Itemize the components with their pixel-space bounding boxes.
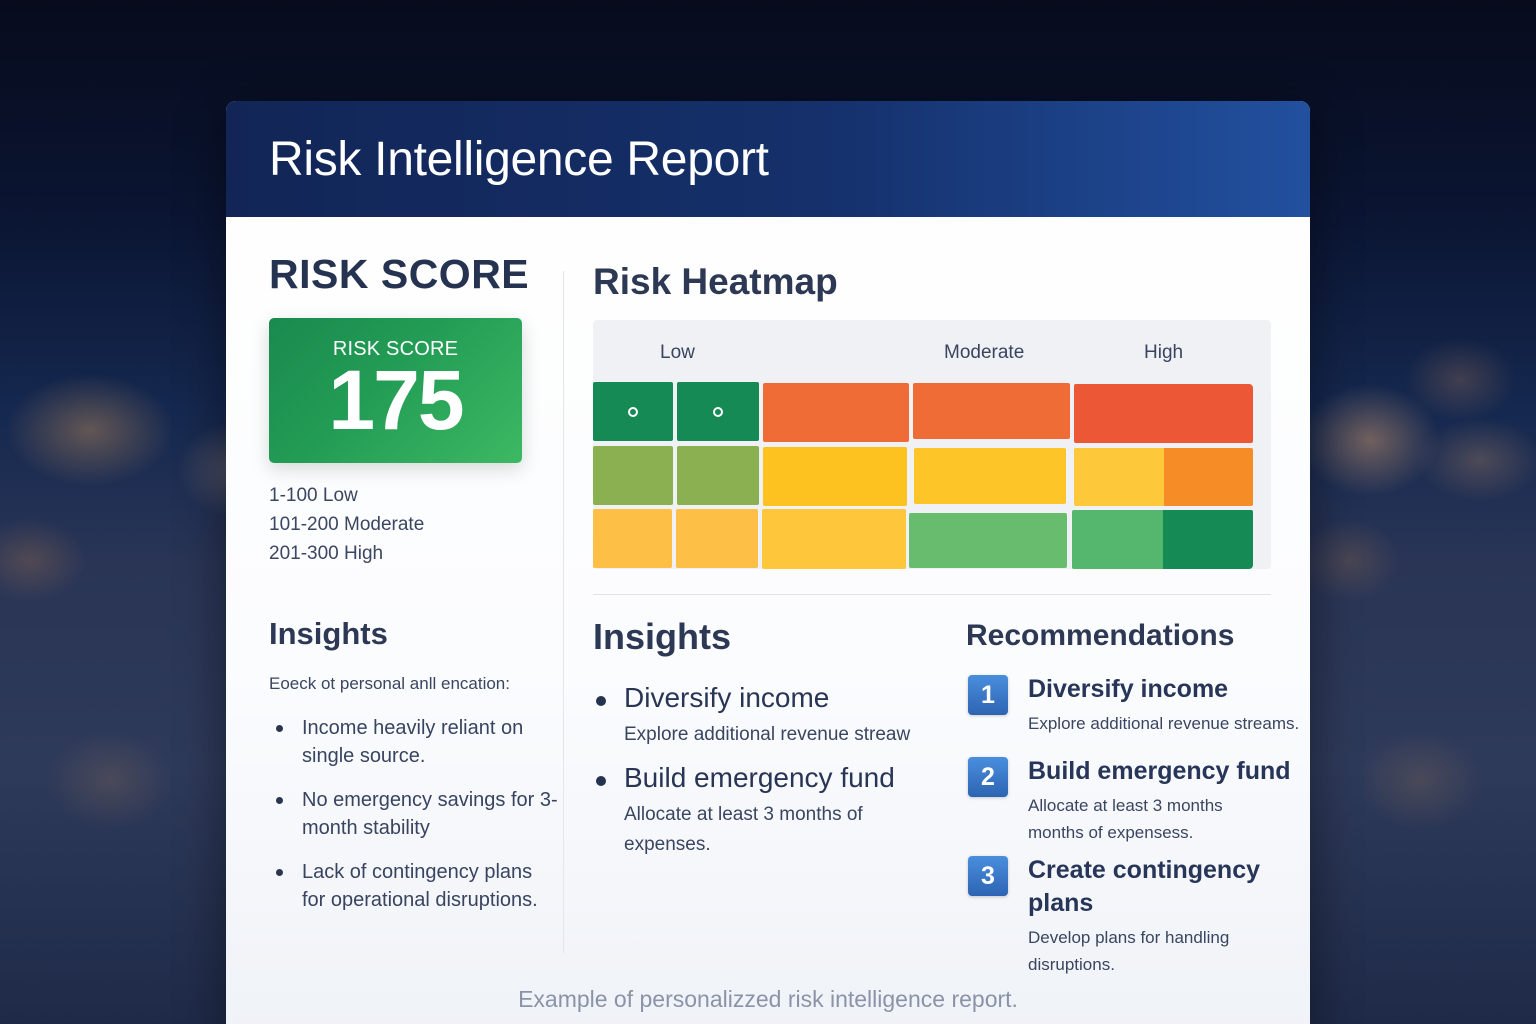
report-card: Risk Intelligence Report RISK SCORE RISK… — [226, 101, 1310, 1024]
heatmap-cell[interactable] — [1163, 510, 1253, 569]
recommendations-heading: Recommendations — [966, 619, 1235, 652]
left-insights-list: Income heavily reliant on single source.… — [269, 714, 559, 914]
left-insights-subtitle: Eoeck ot personal anll encation: — [269, 674, 510, 693]
recommendation-desc: Allocate at least 3 months months of exp… — [1028, 796, 1223, 842]
insight-title: Diversify income — [624, 682, 830, 713]
risk-heatmap-section: Risk Heatmap Low Moderate High — [593, 261, 1273, 569]
report-header: Risk Intelligence Report — [226, 101, 1310, 217]
risk-score-badge: RISK SCORE 175 — [269, 318, 522, 463]
list-item: No emergency savings for 3-month stabili… — [269, 786, 559, 842]
list-item: Lack of contingency plans for operationa… — [269, 858, 559, 914]
left-insights-section: Insights Eoeck ot personal anll encation… — [269, 616, 559, 930]
range-low: 1-100 Low — [269, 485, 358, 506]
marker-circle-icon — [713, 406, 723, 417]
report-caption: Example of personalizzed risk intelligen… — [518, 986, 1018, 1012]
list-item: Income heavily reliant on single source. — [269, 714, 559, 770]
heatmap-label-low: Low — [660, 342, 695, 363]
risk-score-heading: RISK SCORE — [269, 251, 530, 297]
mid-insights-section: Insights Diversify income Explore additi… — [593, 616, 933, 870]
heatmap-cell[interactable] — [913, 383, 1070, 439]
report-title: Risk Intelligence Report — [269, 132, 769, 186]
risk-heatmap: Low Moderate High — [593, 320, 1271, 569]
heatmap-label-high: High — [1144, 342, 1184, 363]
heatmap-cell[interactable] — [914, 448, 1066, 504]
recommendation-title: Create contingency plans — [1028, 856, 1261, 917]
number-badge-icon: 1 — [968, 675, 1008, 715]
heatmap-cell[interactable] — [677, 446, 759, 505]
heatmap-cell[interactable] — [763, 447, 907, 506]
recommendation-desc: Develop plans for handling disruptions. — [1028, 928, 1230, 974]
heatmap-cell[interactable] — [1074, 448, 1164, 506]
list-item: Build emergency fund Allocate at least 3… — [593, 760, 933, 860]
recommendation-item: 1 Diversify income Explore additional re… — [966, 673, 1306, 737]
score-ranges-legend: 1-100 Low 101-200 Moderate 201-300 High — [269, 481, 559, 568]
heatmap-cell[interactable] — [593, 382, 673, 441]
insight-desc: Explore additional revenue streaw — [624, 724, 911, 745]
heatmap-cell[interactable] — [676, 509, 758, 568]
range-high: 201-300 High — [269, 543, 384, 564]
recommendation-title: Diversify income — [1028, 675, 1229, 703]
insight-title: Build emergency fund — [624, 762, 895, 793]
recommendation-desc: Explore additional revenue streams. — [1028, 714, 1300, 733]
number-badge-icon: 3 — [968, 856, 1008, 896]
heatmap-cell[interactable] — [763, 383, 909, 442]
heatmap-heading: Risk Heatmap — [593, 261, 838, 302]
heatmap-cell[interactable] — [593, 446, 673, 505]
recommendation-item: 3 Create contingency plans Develop plans… — [966, 854, 1306, 978]
heatmap-cell[interactable] — [762, 509, 906, 569]
recommendation-item: 2 Build emergency fund Allocate at least… — [966, 755, 1306, 846]
heatmap-cell[interactable] — [909, 513, 1067, 568]
risk-score-value: 175 — [328, 353, 464, 447]
heatmap-cell[interactable] — [677, 382, 759, 441]
list-item: Diversify income Explore additional reve… — [593, 680, 933, 750]
heatmap-label-moderate: Moderate — [944, 342, 1025, 363]
left-insights-heading: Insights — [269, 616, 388, 651]
marker-circle-icon — [628, 406, 638, 417]
section-divider — [593, 594, 1271, 595]
range-moderate: 101-200 Moderate — [269, 514, 425, 535]
mid-insights-heading: Insights — [593, 616, 732, 657]
heatmap-cell[interactable] — [1072, 510, 1163, 569]
risk-score-section: RISK SCORE RISK SCORE 175 1-100 Low 101-… — [269, 251, 559, 568]
risk-score-label: RISK SCORE — [332, 338, 459, 360]
heatmap-cell[interactable] — [593, 509, 672, 568]
mid-insights-list: Diversify income Explore additional reve… — [593, 680, 933, 860]
heatmap-cell[interactable] — [1164, 448, 1253, 506]
number-badge-icon: 2 — [968, 757, 1008, 797]
heatmap-cell[interactable] — [1074, 384, 1253, 443]
recommendations-section: Recommendations 1 Diversify income Explo… — [966, 619, 1306, 978]
column-divider — [563, 271, 564, 953]
recommendation-title: Build emergency fund — [1028, 757, 1291, 785]
insight-desc: Allocate at least 3 months of expenses. — [624, 804, 863, 855]
